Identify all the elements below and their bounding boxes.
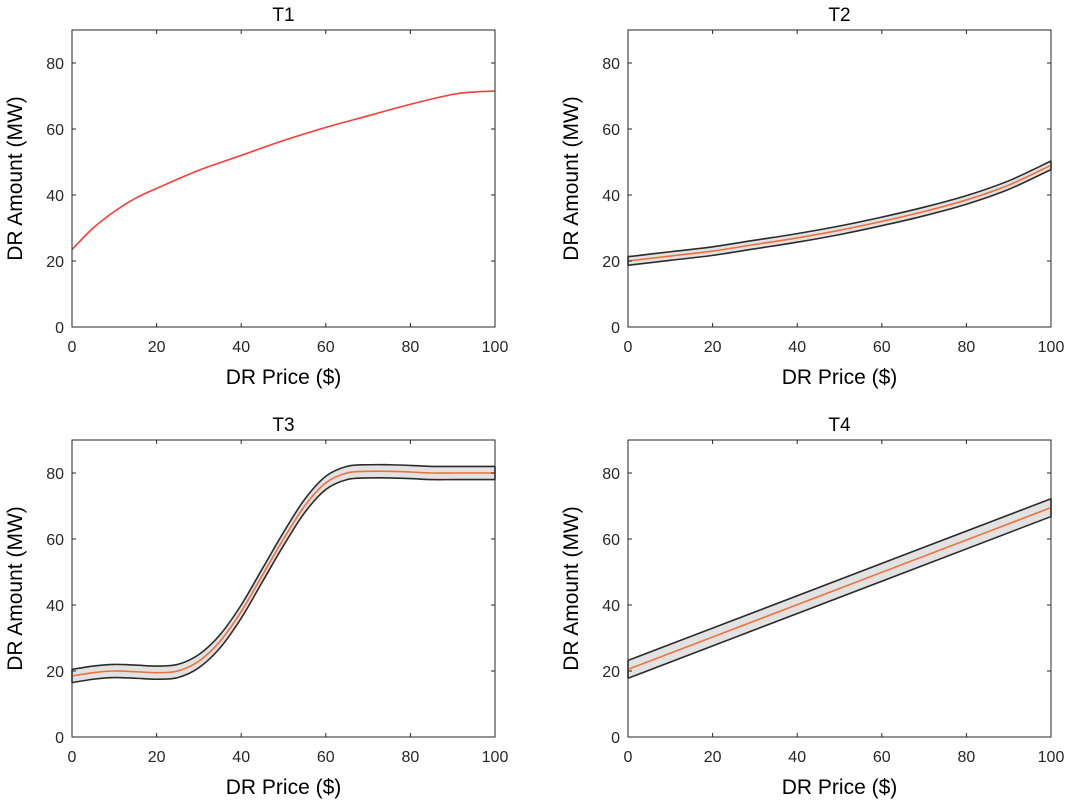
lower-bound-line — [71, 477, 495, 684]
y-axis-label: DR Amount (MW) — [4, 96, 27, 261]
y-tick-label: 80 — [602, 466, 620, 483]
y-tick-label: 0 — [611, 320, 620, 337]
upper-bound-line — [71, 463, 495, 671]
axes-frame — [71, 439, 496, 738]
x-tick-label: 20 — [148, 339, 166, 356]
panel-t3: 0 20 40 60 80 100 0 20 40 60 80 T3 DR Price ($) DR Am… — [4, 415, 508, 799]
y-axis-label: DR Amount (MW) — [4, 506, 27, 671]
plot-area — [72, 30, 495, 327]
y-tick-label: 40 — [602, 188, 620, 205]
x-tick-label: 20 — [704, 339, 722, 356]
x-tick-label: 0 — [624, 749, 633, 766]
mean-line — [71, 90, 496, 251]
x-tick-label: 60 — [317, 749, 335, 766]
x-tick-label: 100 — [1038, 339, 1065, 356]
x-tick-label: 20 — [148, 749, 166, 766]
axes-frame — [71, 29, 496, 328]
x-axis-label: DR Price ($) — [782, 776, 898, 799]
panel-t4: 0 20 40 60 80 100 0 20 40 60 80 T4 DR Price ($) DR Am… — [560, 415, 1064, 799]
y-tick-label: 80 — [46, 56, 64, 73]
y-axis-label: DR Amount (MW) — [560, 96, 583, 261]
y-tick-label: 60 — [46, 532, 64, 549]
x-axis-label: DR Price ($) — [782, 366, 898, 389]
mean-line — [627, 506, 1052, 671]
y-tick-label: 20 — [602, 254, 620, 271]
upper-bound-line — [627, 160, 1052, 258]
y-tick-label: 40 — [46, 188, 64, 205]
y-tick-label: 60 — [602, 122, 620, 139]
x-tick-label: 0 — [68, 339, 77, 356]
x-tick-label: 0 — [624, 339, 633, 356]
y-tick-label: 80 — [46, 466, 64, 483]
x-tick-label: 40 — [788, 749, 806, 766]
x-axis-label: DR Price ($) — [226, 776, 342, 799]
x-axis-label: DR Price ($) — [226, 366, 342, 389]
x-tick-label: 100 — [1038, 749, 1065, 766]
x-tick-label: 80 — [958, 749, 976, 766]
y-tick-label: 60 — [46, 122, 64, 139]
x-tick-label: 40 — [788, 339, 806, 356]
panel-t1: 0 20 40 60 80 100 0 20 40 60 80 T1 DR Price ($) DR Am… — [4, 5, 508, 389]
y-tick-label: 60 — [602, 532, 620, 549]
y-tick-label: 20 — [46, 254, 64, 271]
lower-bound-line — [627, 168, 1052, 267]
x-tick-label: 20 — [704, 749, 722, 766]
x-tick-label: 80 — [958, 339, 976, 356]
x-tick-label: 60 — [873, 749, 891, 766]
y-tick-label: 40 — [602, 598, 620, 615]
x-tick-label: 60 — [317, 339, 335, 356]
chart-title: T3 — [272, 415, 294, 436]
upper-bound-line — [627, 497, 1052, 662]
x-tick-label: 100 — [482, 749, 509, 766]
x-tick-label: 40 — [232, 339, 250, 356]
plot-area — [628, 30, 1051, 327]
x-tick-label: 60 — [873, 339, 891, 356]
y-tick-label: 80 — [602, 56, 620, 73]
x-tick-label: 40 — [232, 749, 250, 766]
chart-title: T2 — [828, 5, 850, 26]
x-tick-label: 80 — [402, 749, 420, 766]
lower-bound-line — [627, 515, 1052, 680]
axes-frame — [627, 439, 1052, 738]
mean-line — [71, 470, 495, 677]
y-axis-label: DR Amount (MW) — [560, 506, 583, 671]
y-tick-label: 0 — [55, 730, 64, 747]
axes-frame — [627, 29, 1052, 328]
mean-line — [627, 164, 1052, 262]
chart-title: T4 — [828, 415, 851, 436]
x-tick-label: 80 — [402, 339, 420, 356]
uncertainty-band — [628, 161, 1051, 266]
y-tick-label: 40 — [46, 598, 64, 615]
y-tick-label: 20 — [46, 664, 64, 681]
plot-area — [72, 440, 495, 737]
y-tick-label: 0 — [611, 730, 620, 747]
x-tick-label: 0 — [68, 749, 77, 766]
x-tick-label: 100 — [482, 339, 509, 356]
y-tick-label: 20 — [602, 664, 620, 681]
chart-title: T1 — [272, 5, 294, 26]
y-tick-label: 0 — [55, 320, 64, 337]
panel-t2: 0 20 40 60 80 100 0 20 40 60 80 T2 DR Price ($) DR Am… — [560, 5, 1064, 389]
